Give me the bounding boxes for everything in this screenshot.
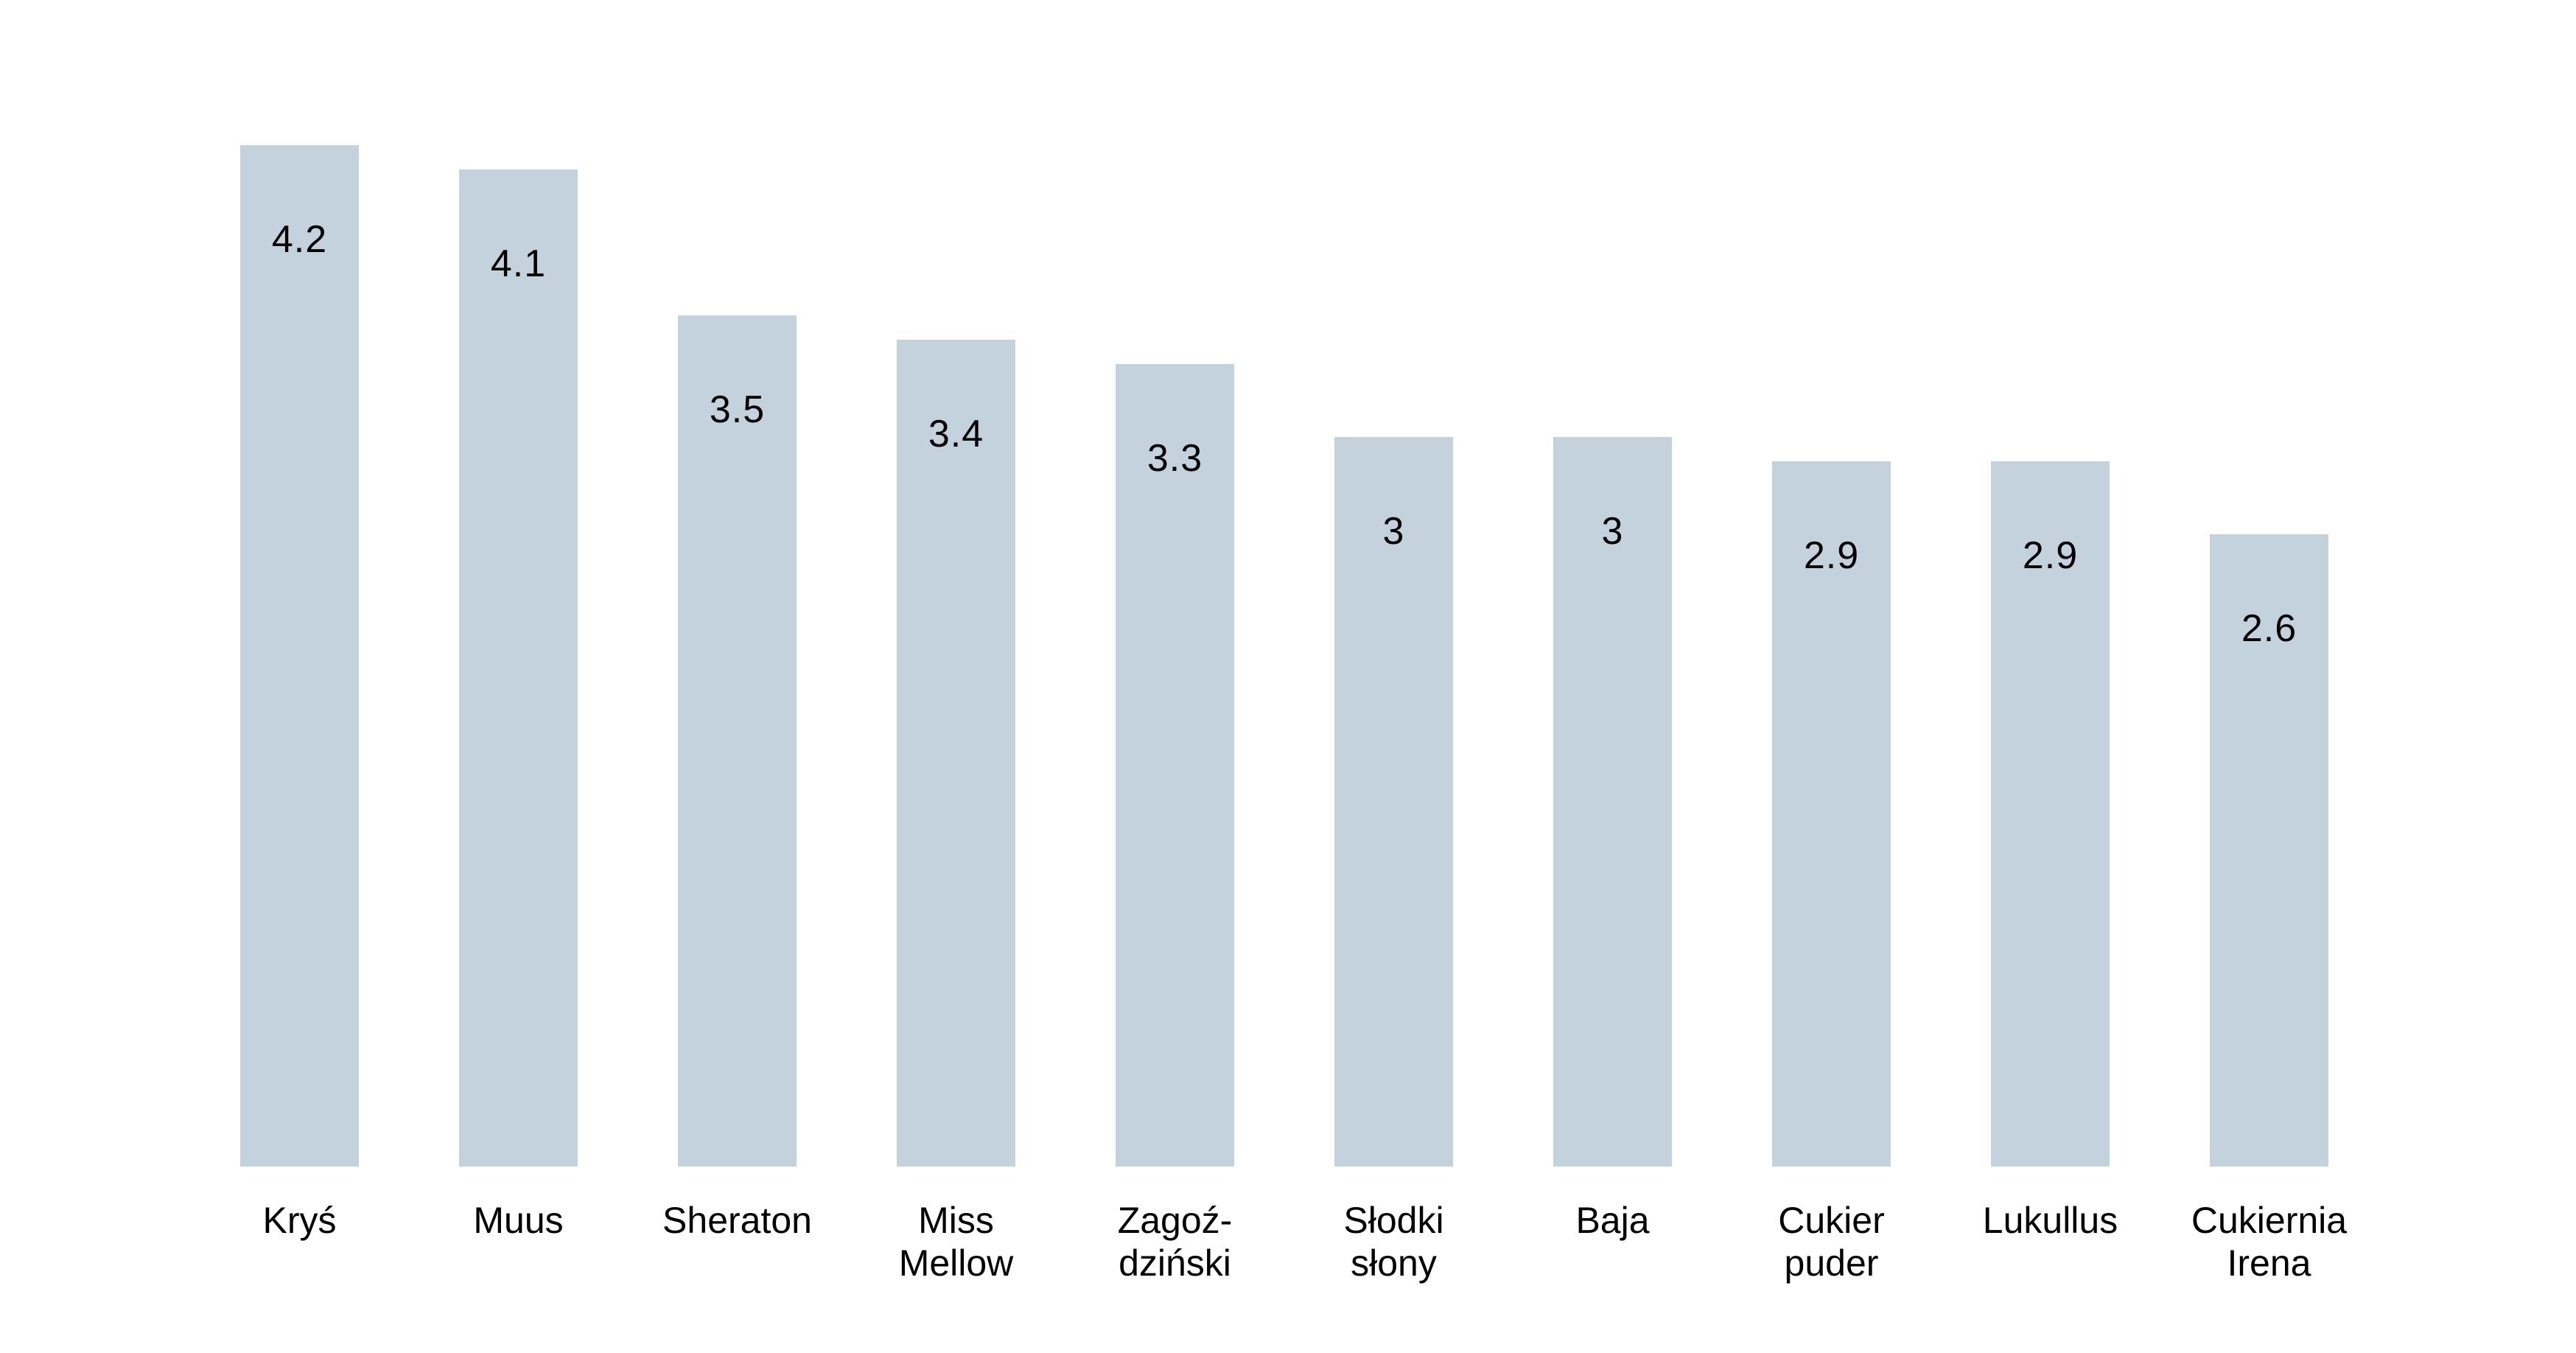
x-axis-label-cukiernia-irena: Cukiernia Irena xyxy=(2191,1200,2348,1284)
bar-value-label: 2.9 xyxy=(1803,534,1860,577)
x-axis-label-slot: Kryś xyxy=(240,1199,359,1295)
x-axis-label-slodki-slony: Słodki słony xyxy=(1343,1200,1444,1284)
x-axis-label-slot: Słodki słony xyxy=(1334,1199,1453,1295)
bar-krys: 4.2 xyxy=(240,145,359,1167)
x-axis-label-slot: Miss Mellow xyxy=(897,1199,1015,1295)
bar-value-label: 4.1 xyxy=(490,242,547,285)
x-axis-labels: Kryś Muus Sheraton Miss Mellow Zagoź- dz… xyxy=(240,1199,2348,1295)
bar-value-label: 3.4 xyxy=(928,413,984,455)
bar-zagozdzinski: 3.3 xyxy=(1116,364,1234,1167)
bar-value-label: 3 xyxy=(1601,510,1624,553)
x-axis-label-slot: Sheraton xyxy=(662,1199,812,1295)
x-axis-label-muus: Muus xyxy=(473,1200,564,1241)
x-axis-label-slot: Zagoź- dziński xyxy=(1116,1199,1234,1295)
x-axis-label-krys: Kryś xyxy=(262,1200,337,1241)
bar-baja: 3 xyxy=(1553,437,1672,1167)
x-axis-label-sheraton: Sheraton xyxy=(662,1200,812,1241)
bar-cukiernia-irena: 2.6 xyxy=(2210,534,2328,1167)
x-axis-label-slot: Muus xyxy=(459,1199,578,1295)
bar-sheraton: 3.5 xyxy=(678,315,797,1167)
bar-lukullus: 2.9 xyxy=(1991,461,2110,1167)
x-axis-label-baja: Baja xyxy=(1575,1200,1650,1241)
bar-value-label: 3.5 xyxy=(709,388,766,431)
x-axis-label-zagozdzinski: Zagoź- dziński xyxy=(1117,1200,1233,1284)
bar-value-label: 3 xyxy=(1382,510,1405,553)
x-axis-label-cukier-puder: Cukier puder xyxy=(1778,1200,1885,1284)
x-axis-label-miss-mellow: Miss Mellow xyxy=(898,1200,1014,1284)
bar-slodki-slony: 3 xyxy=(1334,437,1453,1167)
plot-area: 4.2 4.1 3.5 3.4 3.3 3 3 2.9 2.9 2.6 xyxy=(240,145,2328,1167)
bar-muus: 4.1 xyxy=(459,169,578,1167)
x-axis-label-slot: Cukier puder xyxy=(1772,1199,1891,1295)
bar-value-label: 2.6 xyxy=(2241,607,2297,650)
x-axis-label-slot: Lukullus xyxy=(1983,1199,2118,1295)
x-axis-label-slot: Baja xyxy=(1553,1199,1672,1295)
bar-value-label: 2.9 xyxy=(2022,534,2079,577)
bar-value-label: 4.2 xyxy=(271,218,328,261)
bar-miss-mellow: 3.4 xyxy=(897,340,1015,1167)
bar-value-label: 3.3 xyxy=(1147,437,1203,480)
bar-cukier-puder: 2.9 xyxy=(1772,461,1891,1167)
x-axis-label-slot: Cukiernia Irena xyxy=(2191,1199,2347,1295)
x-axis-label-lukullus: Lukullus xyxy=(1982,1200,2118,1241)
